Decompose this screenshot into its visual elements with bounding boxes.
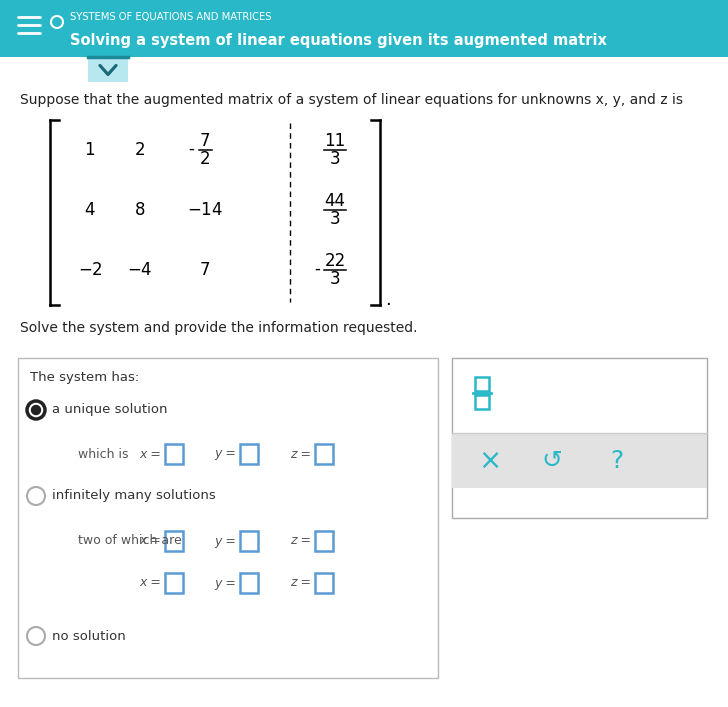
Text: -: - — [314, 260, 320, 278]
FancyBboxPatch shape — [165, 531, 183, 551]
Text: $-4$: $-4$ — [127, 261, 153, 279]
Text: $4$: $4$ — [84, 201, 96, 219]
Text: 22: 22 — [325, 252, 346, 270]
Circle shape — [31, 406, 41, 414]
Text: Solving a system of linear equations given its augmented matrix: Solving a system of linear equations giv… — [70, 33, 607, 47]
Text: 11: 11 — [325, 132, 346, 150]
Text: x =: x = — [139, 448, 161, 460]
FancyBboxPatch shape — [452, 433, 707, 488]
Text: $2$: $2$ — [135, 141, 146, 159]
Text: no solution: no solution — [52, 629, 126, 643]
Text: The system has:: The system has: — [30, 371, 139, 385]
Text: 3: 3 — [330, 150, 340, 168]
Text: x =: x = — [139, 534, 161, 547]
Text: x =: x = — [139, 576, 161, 590]
Text: SYSTEMS OF EQUATIONS AND MATRICES: SYSTEMS OF EQUATIONS AND MATRICES — [70, 12, 272, 22]
Text: $8$: $8$ — [135, 201, 146, 219]
FancyBboxPatch shape — [240, 573, 258, 593]
Text: Solve the system and provide the information requested.: Solve the system and provide the informa… — [20, 321, 417, 335]
Text: -: - — [189, 140, 194, 158]
Text: infinitely many solutions: infinitely many solutions — [52, 489, 215, 503]
FancyBboxPatch shape — [315, 573, 333, 593]
Text: $7$: $7$ — [199, 261, 210, 279]
Text: 7: 7 — [199, 132, 210, 150]
Text: 3: 3 — [330, 270, 340, 288]
Text: ↺: ↺ — [542, 448, 563, 472]
FancyBboxPatch shape — [0, 0, 728, 57]
Text: $-2$: $-2$ — [78, 261, 103, 279]
Text: ?: ? — [610, 448, 624, 472]
Text: $-14$: $-14$ — [187, 201, 223, 219]
Text: 3: 3 — [330, 210, 340, 228]
FancyBboxPatch shape — [18, 358, 438, 678]
Text: z =: z = — [290, 576, 311, 590]
Text: y =: y = — [214, 576, 236, 590]
FancyBboxPatch shape — [240, 444, 258, 464]
FancyBboxPatch shape — [165, 573, 183, 593]
FancyBboxPatch shape — [475, 395, 489, 409]
Text: z =: z = — [290, 534, 311, 547]
FancyBboxPatch shape — [165, 444, 183, 464]
Text: $1$: $1$ — [84, 141, 95, 159]
FancyBboxPatch shape — [475, 377, 489, 391]
FancyBboxPatch shape — [88, 57, 128, 82]
FancyBboxPatch shape — [315, 531, 333, 551]
FancyBboxPatch shape — [240, 531, 258, 551]
Text: which is: which is — [78, 448, 129, 460]
Text: z =: z = — [290, 448, 311, 460]
Text: 2: 2 — [199, 150, 210, 168]
Text: ×: × — [478, 447, 502, 474]
Text: two of which are: two of which are — [78, 534, 182, 547]
Text: y =: y = — [214, 534, 236, 547]
Text: 44: 44 — [325, 192, 346, 210]
Text: .: . — [385, 291, 391, 309]
Text: Suppose that the augmented matrix of a system of linear equations for unknowns x: Suppose that the augmented matrix of a s… — [20, 93, 683, 107]
FancyBboxPatch shape — [315, 444, 333, 464]
Text: y =: y = — [214, 448, 236, 460]
FancyBboxPatch shape — [452, 358, 707, 518]
Text: a unique solution: a unique solution — [52, 404, 167, 416]
